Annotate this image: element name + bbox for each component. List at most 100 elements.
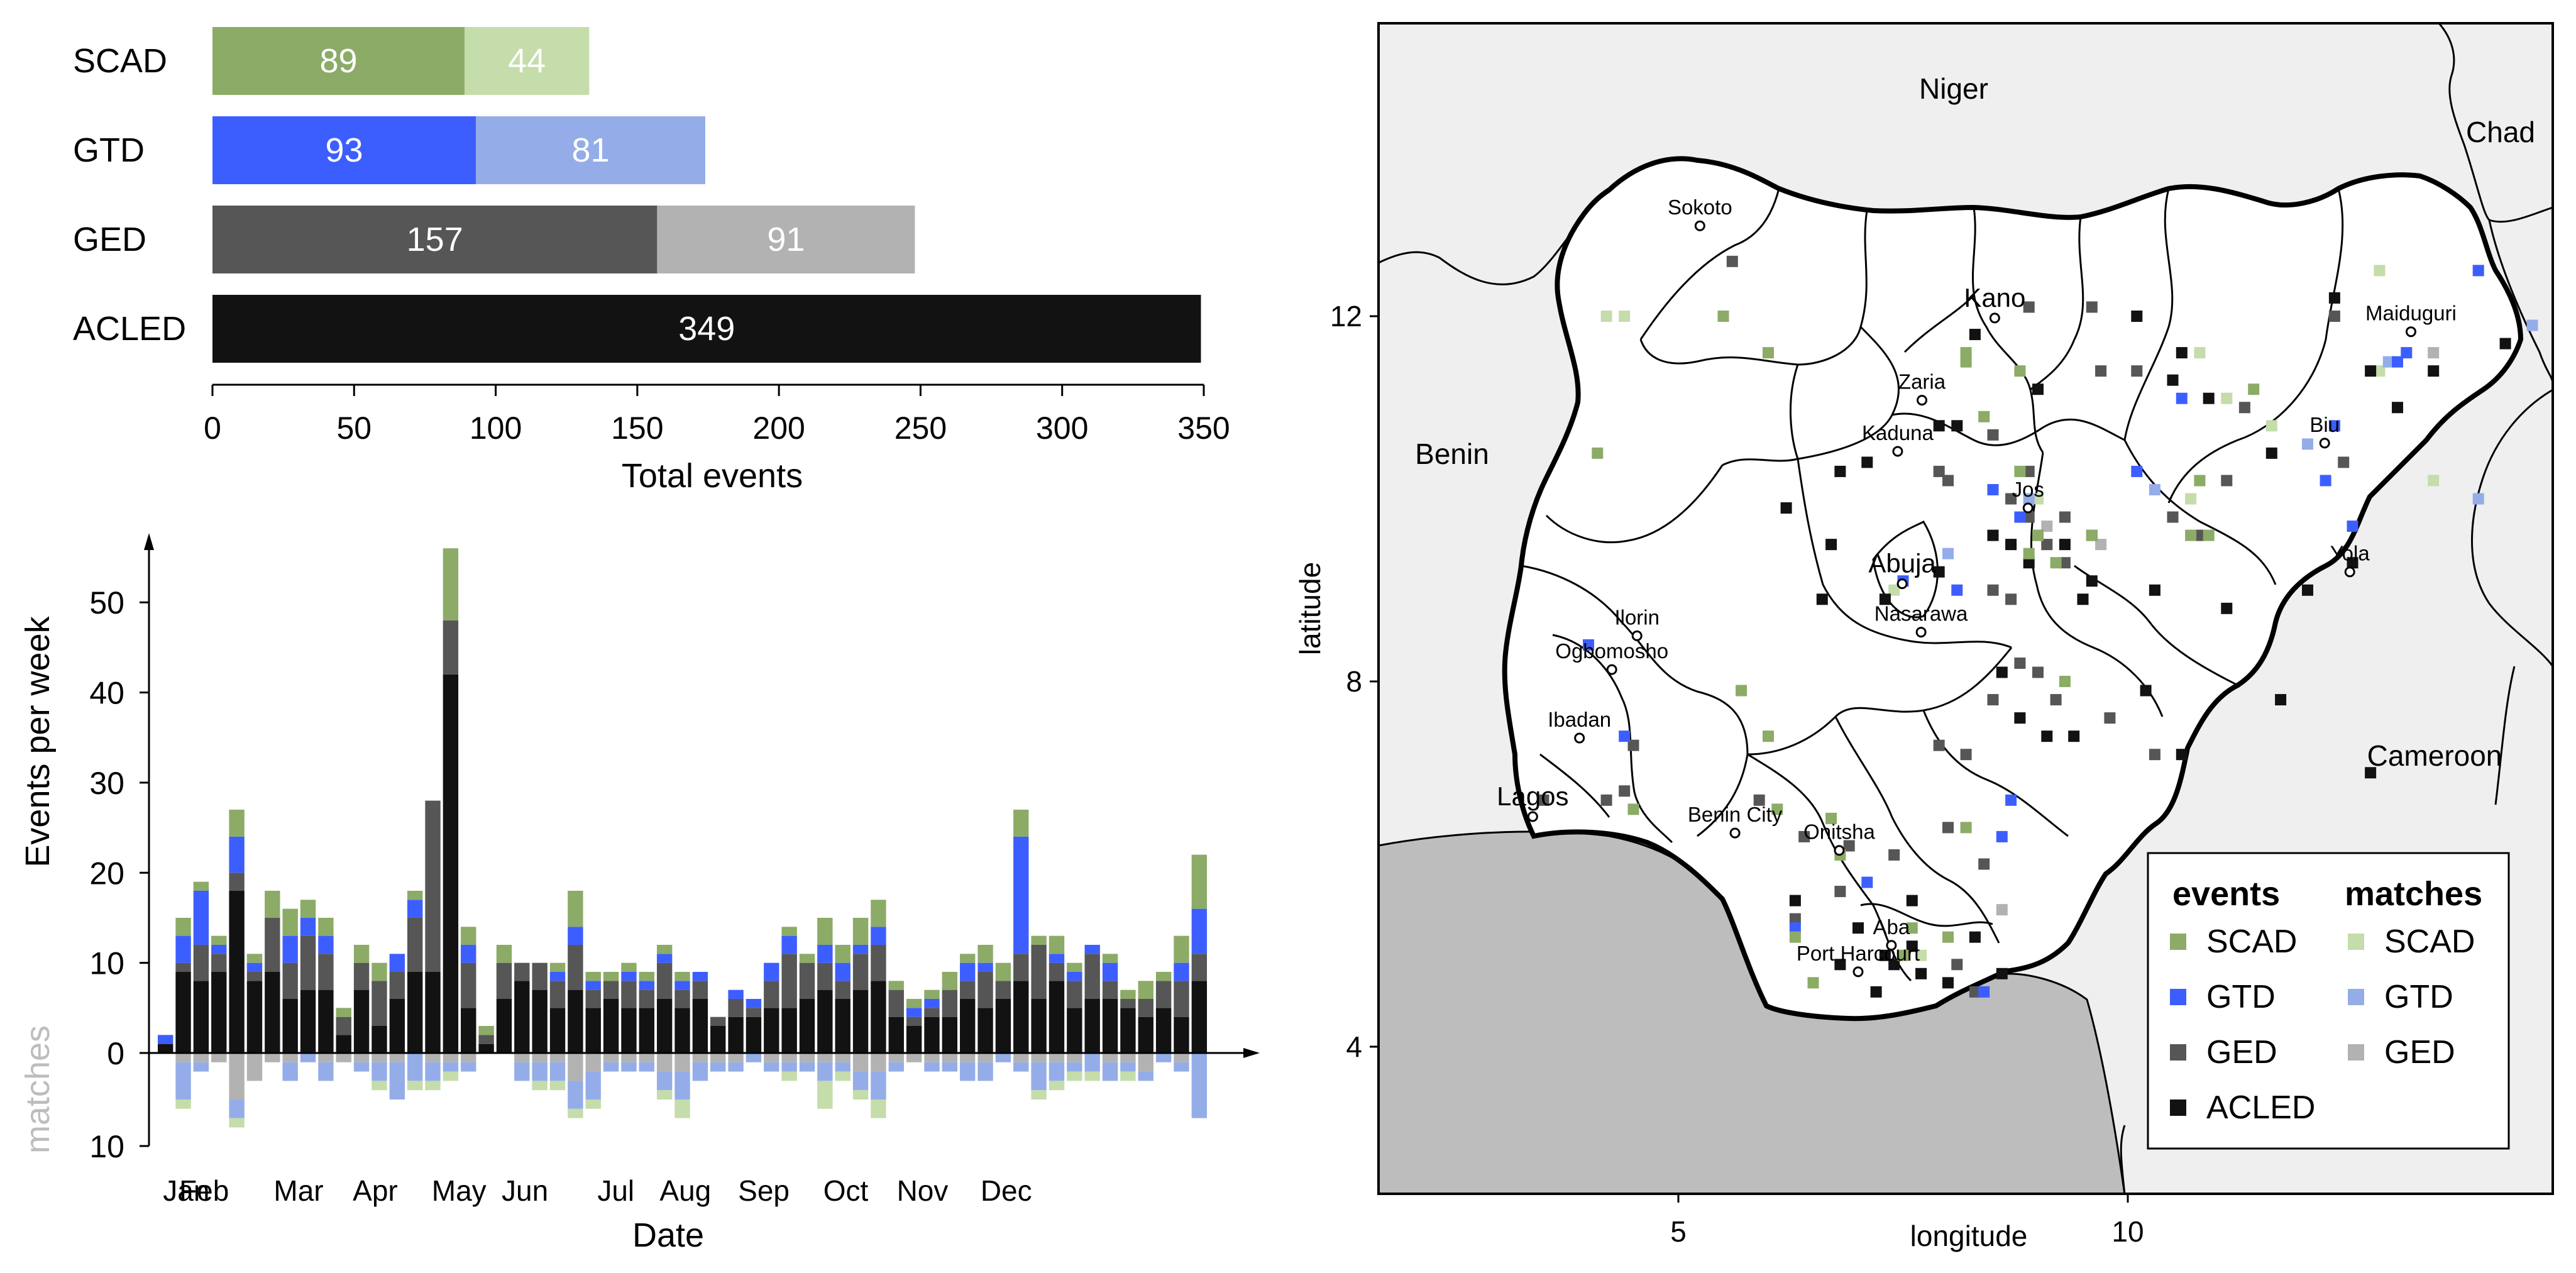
- week-bar-ged: [1013, 954, 1029, 981]
- week-bar-scad: [799, 954, 815, 963]
- total-events-xlabel: Total events: [622, 457, 803, 495]
- map-point-acled: [2149, 584, 2160, 596]
- week-bar-ged: [300, 935, 316, 990]
- week-match-bar-ged: [960, 1053, 976, 1062]
- map-point-ged-match: [2095, 539, 2107, 551]
- map-point-acled: [2365, 767, 2377, 779]
- week-bar-ged: [389, 971, 405, 999]
- week-match-bar-gtd: [282, 1062, 298, 1081]
- week-match-bar-gtd: [924, 1062, 940, 1072]
- week-match-bar-gtd: [710, 1062, 726, 1072]
- city-marker: [1574, 732, 1585, 744]
- map-point-scad-match: [2265, 420, 2277, 432]
- category-label-ged: GED: [73, 221, 146, 258]
- week-bar-gtd: [835, 962, 850, 981]
- week-match-bar-ged: [175, 1053, 191, 1062]
- bar-acled-events: [212, 295, 1201, 363]
- map-point-acled: [1951, 420, 1963, 432]
- week-bar-acled: [710, 1025, 726, 1053]
- map-point-ged: [2194, 529, 2206, 541]
- month-label-jul: Jul: [597, 1174, 634, 1207]
- month-label-mar: Mar: [273, 1174, 323, 1207]
- week-bar-acled: [871, 981, 886, 1053]
- map-point-ged: [2050, 694, 2062, 706]
- week-match-bar-gtd: [942, 1062, 958, 1072]
- week-bar-scad: [621, 962, 637, 972]
- week-bar-gtd: [1067, 971, 1082, 981]
- week-match-bar-scad: [229, 1118, 245, 1128]
- week-match-bar-scad: [549, 1081, 566, 1091]
- map-point-gtd: [1583, 639, 1594, 651]
- city-label-nasarawa: Nasarawa: [1874, 602, 1968, 625]
- legend-label-match-gtd: GTD: [2384, 979, 2453, 1015]
- week-match-bar-ged: [924, 1053, 940, 1062]
- bar-ged-matches: [657, 206, 915, 273]
- week-bar-acled: [532, 989, 548, 1053]
- week-match-bar-gtd: [728, 1062, 744, 1072]
- map-x-tick-label: 10: [2111, 1215, 2144, 1248]
- week-match-bar-ged: [514, 1053, 530, 1062]
- city-label-lagos: Lagos: [1497, 781, 1568, 811]
- map-point-acled: [1852, 922, 1864, 934]
- week-match-bar-ged: [1013, 1053, 1029, 1062]
- map-point-scad: [2086, 529, 2098, 541]
- week-bar-scad: [1191, 854, 1208, 909]
- map-point-scad: [1960, 347, 1972, 359]
- week-match-bar-ged: [692, 1053, 708, 1062]
- map-point-scad: [1960, 822, 1972, 834]
- map-point-scad: [1789, 931, 1801, 943]
- week-bar-gtd: [656, 954, 673, 963]
- week-bar-scad: [211, 935, 227, 945]
- map-point-scad: [2023, 548, 2035, 559]
- map-point-gtd: [2005, 794, 2017, 806]
- city-label-jos: Jos: [2012, 478, 2044, 501]
- map-point-ged: [2023, 511, 2035, 523]
- map-point-acled: [1942, 977, 1954, 989]
- week-bar-scad: [924, 989, 940, 999]
- map-point-scad: [2203, 529, 2215, 541]
- map-point-ged: [2014, 657, 2026, 669]
- map-point-ged: [1942, 822, 1954, 834]
- week-bar-acled: [443, 674, 459, 1053]
- city-marker: [1886, 940, 1897, 951]
- week-match-bar-scad: [781, 1071, 797, 1081]
- week-match-bar-ged: [532, 1053, 548, 1062]
- week-bar-acled: [674, 1008, 690, 1053]
- week-bar-ged: [532, 962, 548, 990]
- week-match-bar-ged: [603, 1053, 619, 1062]
- map-point-scad-match: [2374, 365, 2386, 377]
- map-point-scad: [2050, 557, 2062, 569]
- map-point-scad-match: [2185, 493, 2197, 505]
- map-point-acled: [1870, 986, 1882, 998]
- week-bar-acled: [1138, 1017, 1153, 1053]
- week-match-bar-gtd: [461, 1062, 476, 1072]
- week-match-bar-scad: [1031, 1090, 1047, 1099]
- week-match-bar-scad: [407, 1081, 423, 1091]
- map-point-scad-match: [2194, 347, 2206, 359]
- map-point-scad: [1942, 931, 1954, 943]
- week-bar-gtd: [852, 944, 869, 954]
- week-bar-ged: [1102, 981, 1118, 999]
- city-marker: [2022, 502, 2034, 514]
- week-bar-ged: [175, 962, 191, 972]
- week-bar-ged: [1049, 962, 1065, 981]
- week-match-bar-ged: [852, 1053, 869, 1072]
- month-label-may: May: [432, 1174, 487, 1207]
- week-match-bar-ged: [318, 1053, 334, 1062]
- week-match-bar-ged: [639, 1053, 654, 1062]
- city-marker: [1631, 630, 1643, 641]
- map-point-ged: [2328, 311, 2340, 322]
- map-point-scad: [1736, 685, 1748, 697]
- week-bar-ged: [336, 1017, 351, 1035]
- week-match-bar-gtd: [193, 1062, 209, 1072]
- week-bar-acled: [728, 1017, 744, 1053]
- week-bar-ged: [318, 954, 334, 990]
- week-bar-scad: [639, 971, 654, 981]
- week-bar-ged: [265, 917, 280, 972]
- map-point-acled: [1789, 895, 1801, 907]
- map-point-acled: [1969, 329, 1981, 341]
- week-bar-scad: [1049, 935, 1065, 954]
- week-bar-scad: [781, 927, 797, 936]
- week-match-bar-scad: [568, 1108, 583, 1118]
- week-match-bar-ged: [353, 1053, 370, 1062]
